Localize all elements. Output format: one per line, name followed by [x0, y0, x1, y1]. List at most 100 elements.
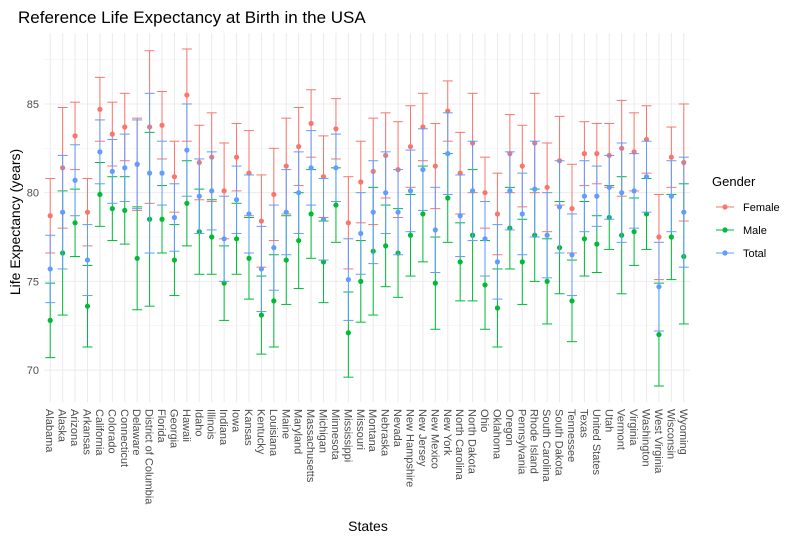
- data-point: [47, 213, 53, 219]
- data-point: [519, 211, 525, 217]
- data-point: [122, 124, 128, 130]
- x-axis-title: States: [348, 518, 388, 534]
- legend-title: Gender: [712, 174, 756, 189]
- data-point: [358, 230, 364, 237]
- data-point: [184, 200, 190, 206]
- data-point: [271, 191, 277, 198]
- x-tick-label: Wisconsin: [664, 409, 676, 459]
- data-point: [432, 227, 438, 233]
- legend-key-point: [722, 227, 728, 233]
- data-point: [233, 154, 240, 160]
- data-point: [345, 276, 351, 283]
- x-tick-label: Washington: [640, 409, 652, 467]
- x-tick-label: Tennessee: [565, 409, 577, 462]
- data-point: [656, 331, 662, 338]
- data-point: [544, 278, 550, 284]
- x-tick-label: Rhode Island: [528, 409, 540, 474]
- legend-label: Male: [743, 225, 767, 237]
- data-point: [122, 165, 128, 171]
- data-point: [221, 236, 227, 242]
- data-point: [569, 252, 575, 258]
- data-point: [594, 151, 600, 157]
- data-point: [532, 186, 538, 192]
- x-tick-label: North Carolina: [453, 409, 465, 481]
- plot-grid: [44, 33, 690, 402]
- data-point: [494, 259, 501, 265]
- data-point: [308, 165, 314, 171]
- data-point: [320, 216, 327, 222]
- data-point: [594, 241, 600, 247]
- data-point: [519, 163, 525, 169]
- data-point: [184, 147, 190, 153]
- x-tick-label: Arkansas: [80, 409, 92, 455]
- x-tick-label: South Dakota: [553, 409, 565, 477]
- data-point: [72, 220, 78, 226]
- data-point: [544, 232, 550, 238]
- x-tick-label: New Jersey: [416, 409, 428, 467]
- x-tick-label: Hawaii: [180, 409, 192, 442]
- data-point: [482, 236, 488, 242]
- x-tick-label: Colorado: [105, 409, 117, 454]
- data-point: [296, 190, 302, 196]
- data-point: [333, 126, 339, 132]
- data-point: [308, 211, 314, 217]
- data-point: [47, 317, 53, 323]
- x-tick-label: Texas: [577, 409, 589, 438]
- data-point: [432, 280, 438, 286]
- data-point: [581, 193, 588, 199]
- data-point: [569, 206, 575, 212]
- data-point: [109, 131, 115, 137]
- data-point: [445, 195, 451, 201]
- data-point: [84, 257, 91, 263]
- data-point: [109, 168, 115, 174]
- data-point: [109, 206, 115, 212]
- data-point: [283, 163, 289, 169]
- x-tick-label: Iowa: [230, 409, 242, 433]
- x-tick-label: North Dakota: [466, 409, 478, 475]
- x-tick-label: Indiana: [217, 409, 229, 446]
- data-point: [97, 106, 103, 112]
- data-point: [606, 184, 612, 190]
- chart-title: Reference Life Expectancy at Birth in th…: [18, 8, 366, 27]
- data-point: [656, 284, 662, 290]
- series-male: [45, 131, 689, 387]
- x-tick-label: Utah: [602, 409, 614, 432]
- x-tick-label: Nebraska: [379, 409, 391, 457]
- data-point: [97, 191, 103, 198]
- data-point: [643, 174, 650, 180]
- x-tick-label: Idaho: [192, 409, 204, 437]
- x-tick-label: New Hampshire: [403, 409, 415, 487]
- data-point: [258, 218, 265, 224]
- x-tick-label: Ohio: [478, 409, 490, 432]
- x-tick-label: Wyoming: [677, 409, 689, 455]
- data-point: [507, 188, 513, 194]
- data-point: [233, 236, 240, 242]
- x-tick-label: Michigan: [317, 409, 329, 453]
- x-tick-label: Kentucky: [254, 409, 266, 455]
- y-tick-label: 80: [27, 188, 39, 200]
- data-point: [308, 120, 314, 127]
- x-tick-label: Missouri: [354, 409, 366, 450]
- data-point: [358, 179, 364, 185]
- data-point: [345, 220, 351, 226]
- data-point: [457, 213, 463, 219]
- y-tick-label: 70: [27, 365, 39, 377]
- data-point: [656, 234, 662, 240]
- data-point: [333, 202, 339, 208]
- x-tick-label: Vermont: [615, 409, 627, 450]
- series-female: [45, 48, 689, 281]
- data-point: [569, 298, 575, 304]
- data-point: [283, 257, 289, 263]
- data-point: [581, 236, 588, 242]
- data-point: [97, 149, 103, 155]
- data-point: [383, 190, 389, 196]
- data-point: [383, 243, 389, 249]
- x-tick-label: New Mexico: [428, 409, 440, 469]
- x-tick-label: Delaware: [130, 409, 142, 455]
- x-tick-label: District of Columbia: [143, 409, 155, 505]
- data-point: [296, 143, 302, 150]
- data-point: [469, 188, 476, 194]
- data-point: [258, 312, 265, 318]
- data-point: [171, 174, 178, 180]
- x-tick-label: Maryland: [292, 409, 304, 454]
